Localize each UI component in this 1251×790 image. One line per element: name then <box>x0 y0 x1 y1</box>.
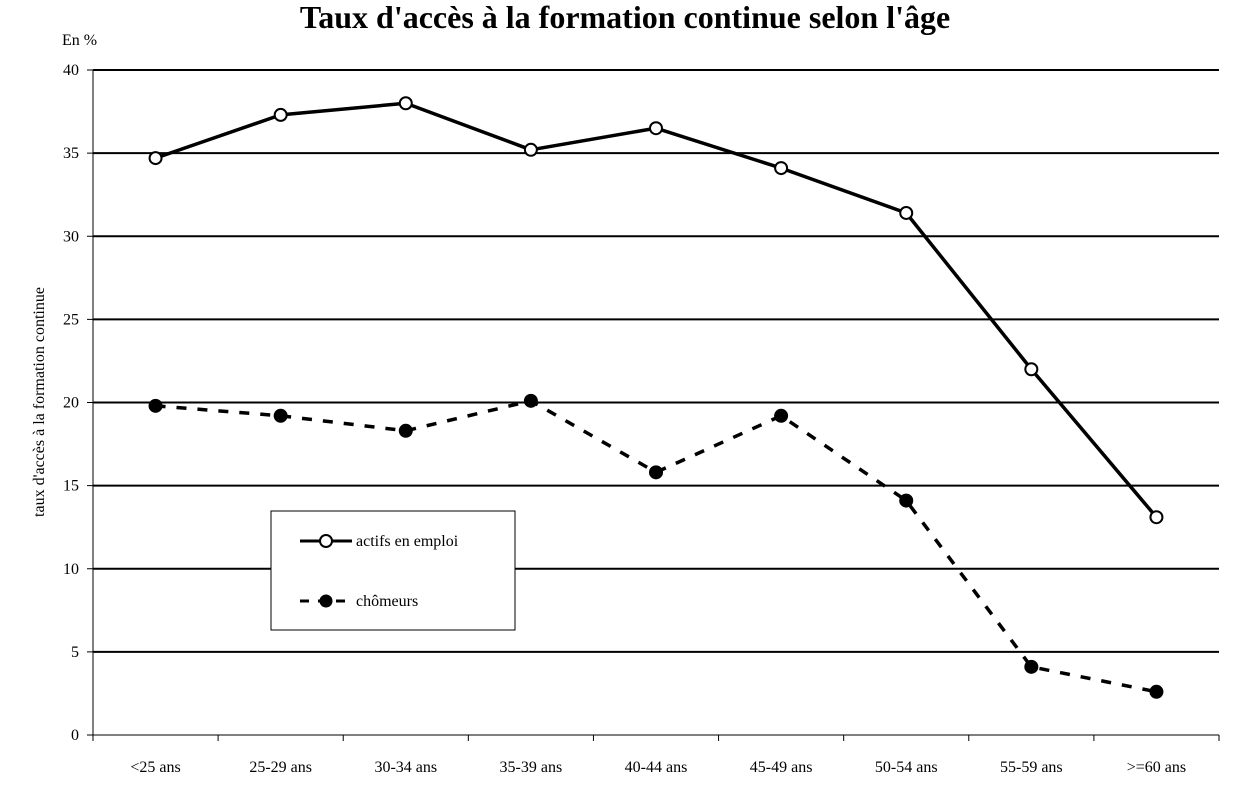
x-tick-label: <25 ans <box>130 759 180 776</box>
series <box>148 96 1164 699</box>
data-point <box>1024 659 1039 674</box>
data-point <box>148 398 163 413</box>
gridlines <box>93 69 1219 653</box>
y-tick-labels: 0 5 10 15 20 25 30 35 40 <box>63 62 79 744</box>
y-tick-label: 0 <box>71 727 79 744</box>
y-axis-label: taux d'accès à la formation continue <box>31 287 48 517</box>
y-tick-label: 15 <box>63 478 79 495</box>
x-tick-label: 25-29 ans <box>249 759 312 776</box>
legend-marker-actifs <box>319 534 333 548</box>
y-tick-label: 5 <box>71 644 79 661</box>
data-point <box>398 423 413 438</box>
data-point <box>398 96 413 111</box>
legend: actifs en emploi chômeurs <box>270 510 516 631</box>
series-actifs-en-emploi <box>148 96 1164 525</box>
y-tick-label: 25 <box>63 311 79 328</box>
y-tick-label: 10 <box>63 561 79 578</box>
series-chomeurs <box>148 393 1164 699</box>
legend-label-chomeurs: chômeurs <box>356 593 418 610</box>
x-tick-label: 40-44 ans <box>625 759 688 776</box>
series-line <box>154 101 1158 519</box>
x-tick-label: >=60 ans <box>1127 759 1186 776</box>
axes <box>87 69 1220 741</box>
data-point <box>649 465 663 480</box>
data-point <box>774 408 789 423</box>
x-tick-label: 50-54 ans <box>875 759 938 776</box>
data-point <box>523 393 538 408</box>
y-tick-label: 30 <box>63 228 79 245</box>
chart-title: Taux d'accès à la formation continue sel… <box>300 0 950 35</box>
data-point <box>899 205 914 220</box>
data-point <box>899 493 914 508</box>
legend-box <box>270 510 516 631</box>
data-point <box>273 408 288 423</box>
data-point <box>649 121 663 136</box>
legend-marker-chomeurs <box>319 594 333 608</box>
x-tick-label: 55-59 ans <box>1000 759 1063 776</box>
data-point <box>1149 510 1164 525</box>
y-tick-label: 20 <box>63 395 79 412</box>
data-point <box>1024 362 1039 377</box>
data-point <box>273 107 288 122</box>
y-tick-label: 35 <box>63 145 79 162</box>
series-line <box>155 399 1157 694</box>
data-point <box>774 161 789 176</box>
legend-label-actifs: actifs en emploi <box>356 533 459 550</box>
unit-label: En % <box>62 32 97 49</box>
data-point <box>523 142 538 157</box>
data-point <box>1149 684 1164 699</box>
x-tick-label: 45-49 ans <box>750 759 813 776</box>
x-tick-labels: <25 ans 25-29 ans 30-34 ans 35-39 ans 40-44 … <box>130 759 1186 776</box>
y-tick-label: 40 <box>63 62 79 79</box>
x-tick-label: 30-34 ans <box>374 759 437 776</box>
x-tick-label: 35-39 ans <box>500 759 563 776</box>
data-point <box>148 151 163 166</box>
